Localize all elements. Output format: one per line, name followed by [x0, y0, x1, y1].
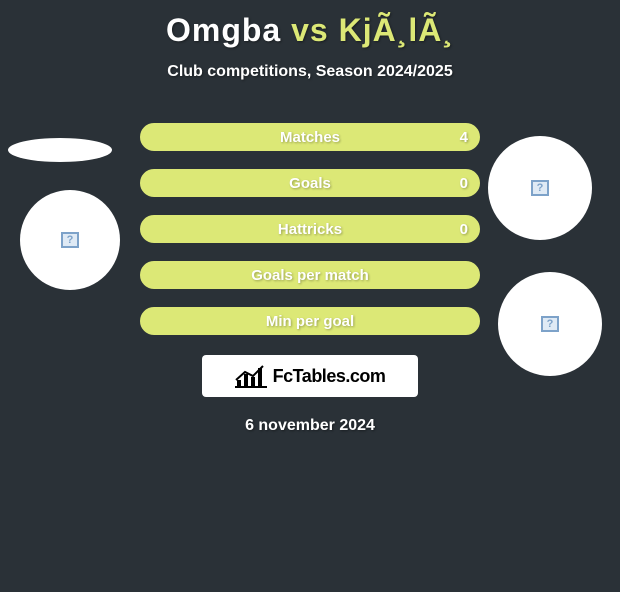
chart-icon: [235, 364, 267, 388]
logo-text: FcTables.com: [273, 366, 386, 387]
comparison-date: 6 november 2024: [0, 417, 620, 435]
placeholder-icon: [541, 316, 559, 332]
stat-row-matches: Matches 4: [140, 123, 480, 151]
fctables-logo[interactable]: FcTables.com: [202, 355, 418, 397]
stat-right-value: 4: [460, 129, 468, 146]
stat-label: Min per goal: [266, 313, 354, 330]
vs-separator: vs: [291, 12, 329, 48]
stat-right-value: 0: [460, 175, 468, 192]
player2-avatar-circle-bottom: [498, 272, 602, 376]
player1-name: Omgba: [166, 12, 281, 48]
player1-avatar-circle: [20, 190, 120, 290]
stat-label: Goals: [289, 175, 331, 192]
competition-subtitle: Club competitions, Season 2024/2025: [0, 63, 620, 81]
stat-row-goals-per-match: Goals per match: [140, 261, 480, 289]
stat-label: Goals per match: [251, 267, 369, 284]
stats-container: Matches 4 Goals 0 Hattricks 0 Goals per …: [140, 123, 480, 335]
stat-row-hattricks: Hattricks 0: [140, 215, 480, 243]
placeholder-icon: [531, 180, 549, 196]
stat-label: Hattricks: [278, 221, 342, 238]
placeholder-icon: [61, 232, 79, 248]
comparison-title: Omgba vs KjÃ¸lÃ¸: [0, 12, 620, 49]
stat-label: Matches: [280, 129, 340, 146]
stat-row-goals: Goals 0: [140, 169, 480, 197]
stat-right-value: 0: [460, 221, 468, 238]
player2-name: KjÃ¸lÃ¸: [339, 12, 454, 48]
decorative-ellipse: [8, 138, 112, 162]
stat-row-min-per-goal: Min per goal: [140, 307, 480, 335]
player2-avatar-circle-top: [488, 136, 592, 240]
